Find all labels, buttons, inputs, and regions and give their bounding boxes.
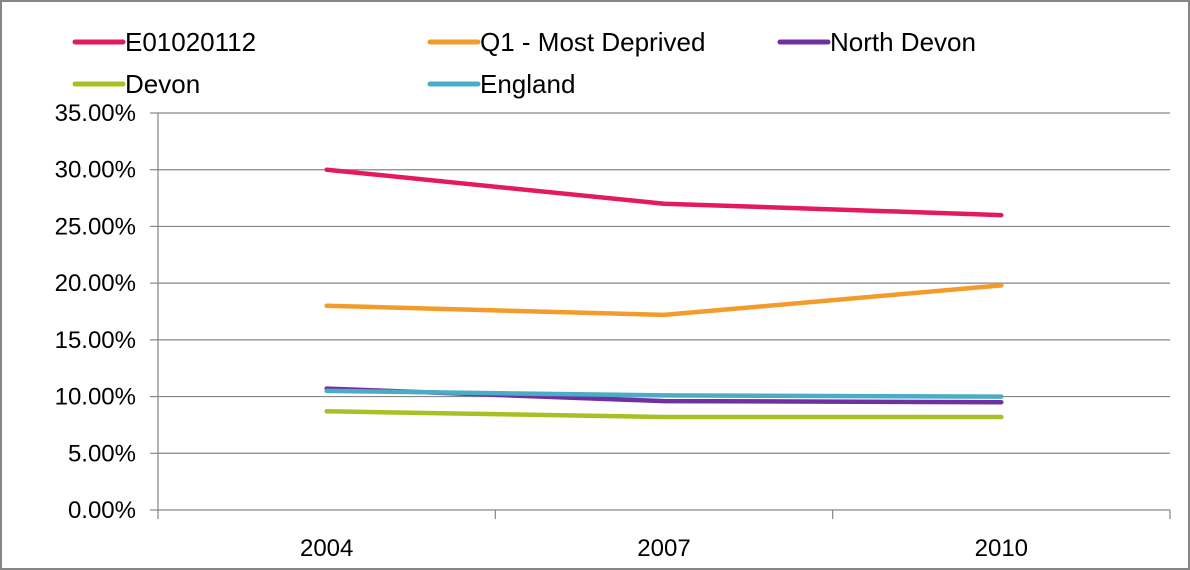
axes (150, 112, 1171, 519)
series-line-3 (324, 409, 1004, 420)
x-axis-tick-labels: 2004 2007 2010 (300, 535, 1028, 562)
x-tick-label: 2010 (975, 535, 1028, 562)
x-tick-label: 2004 (300, 535, 353, 562)
legend-label: Q1 - Most Deprived (480, 27, 705, 57)
series-lines (324, 167, 1004, 420)
legend-item: E01020112 (72, 27, 256, 57)
legend-label: England (480, 69, 575, 99)
legend-item: England (427, 69, 575, 99)
legend: E01020112 Q1 - Most Deprived North Devon De… (72, 27, 976, 99)
y-tick-label: 35.00% (55, 100, 136, 127)
legend-item: Devon (72, 69, 200, 99)
legend-item: Q1 - Most Deprived (427, 27, 705, 57)
legend-item: North Devon (777, 27, 976, 57)
series-line-0 (324, 167, 1004, 218)
y-tick-label: 15.00% (55, 327, 136, 354)
x-tick-label: 2007 (637, 535, 690, 562)
y-tick-label: 5.00% (68, 440, 136, 467)
legend-label: North Devon (830, 27, 976, 57)
y-tick-label: 10.00% (55, 384, 136, 411)
series-line-4 (324, 388, 1004, 399)
y-tick-label: 20.00% (55, 270, 136, 297)
legend-label: E01020112 (125, 27, 256, 57)
y-tick-label: 0.00% (68, 497, 136, 524)
y-tick-label: 25.00% (55, 213, 136, 240)
legend-label: Devon (125, 69, 200, 99)
y-tick-label: 30.00% (55, 157, 136, 184)
y-axis-tick-labels: 0.00% 5.00% 10.00% 15.00% 20.00% 25.00% 30.00%… (55, 100, 136, 524)
